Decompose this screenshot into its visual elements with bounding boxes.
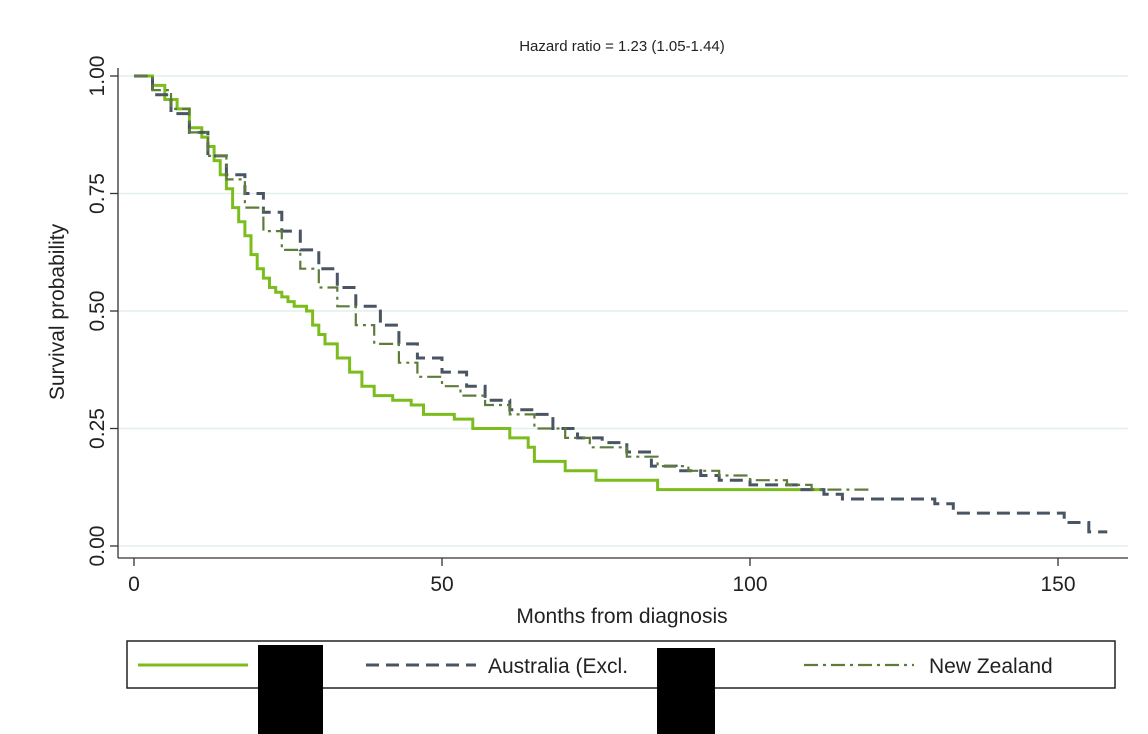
x-tick-label: 50 [430,573,453,596]
y-tick-label: 0.50 [86,291,109,332]
y-tick-label: 1.00 [86,56,109,97]
x-tick-label: 0 [128,573,140,596]
y-tick-label: 0.00 [86,526,109,567]
series-layer [134,74,1108,534]
series-line-3 [134,74,874,491]
chart-title: Hazard ratio = 1.23 (1.05-1.44) [519,38,725,55]
legend-label-series-2: Australia (Excl. [488,655,628,678]
y-tick-label: 0.25 [86,408,109,449]
series-line-2 [134,74,1108,534]
grid-lines [118,68,1128,558]
y-tick-label: 0.75 [86,173,109,214]
plot-area [118,68,1128,558]
legend-label-series-3: New Zealand [929,655,1053,678]
x-tick-label: 150 [1040,573,1075,596]
axes: 0.00 0.25 0.50 0.75 1.00 0 50 100 150 [86,56,1128,596]
x-tick-label: 100 [732,573,767,596]
y-axis-title: Survival probability [46,223,69,400]
redaction-block [657,648,715,734]
x-axis-title: Months from diagnosis [516,605,727,628]
redaction-block [258,645,323,734]
series-line-1 [134,74,824,492]
